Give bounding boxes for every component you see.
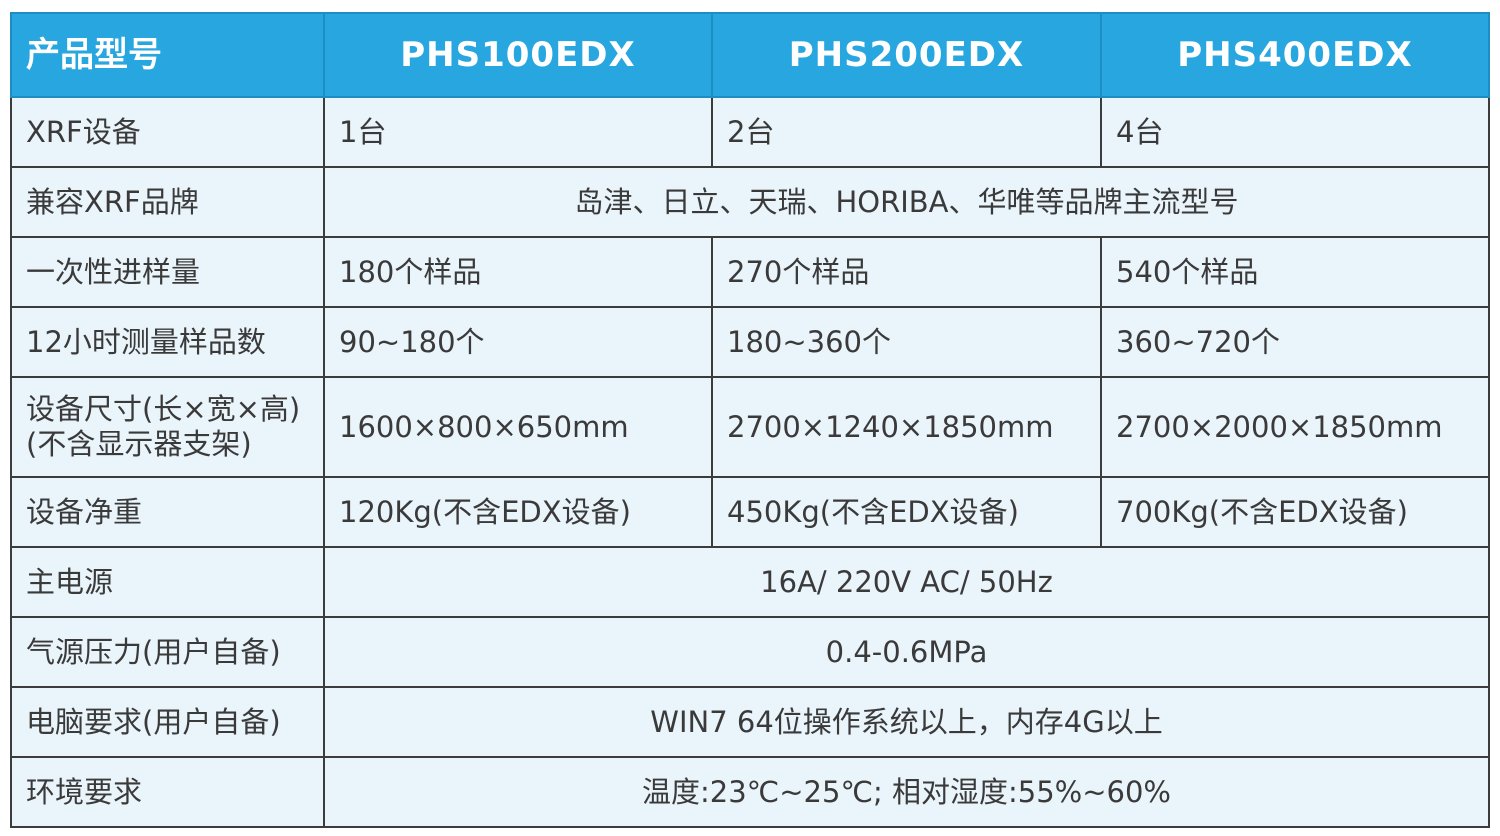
table-row-compatible-brands: 兼容XRF品牌 岛津、日立、天瑞、HORIBA、华唯等品牌主流型号 [10,166,1490,238]
cell-value: 2700×1240×1850mm [711,376,1102,478]
cell-value: 120Kg(不含EDX设备) [323,476,713,548]
row-label-line1: 设备尺寸(长×宽×高) [26,392,301,427]
table-row-batch-capacity: 一次性进样量 180个样品 270个样品 540个样品 [10,236,1490,308]
cell-value: 1600×800×650mm [323,376,713,478]
row-label: 设备尺寸(长×宽×高) (不含显示器支架) [10,376,325,478]
product-spec-table: 产品型号 PHS100EDX PHS200EDX PHS400EDX XRF设备… [10,12,1490,828]
row-label: 一次性进样量 [10,236,325,308]
header-row: 产品型号 PHS100EDX PHS200EDX PHS400EDX [10,12,1490,98]
table-row-environment: 环境要求 温度:23℃~25℃; 相对湿度:55%~60% [10,756,1490,828]
table-row-xrf-devices: XRF设备 1台 2台 4台 [10,96,1490,168]
model-phs200edx: PHS200EDX [711,12,1102,98]
cell-value: 540个样品 [1100,236,1490,308]
row-label: 电脑要求(用户自备) [10,686,325,758]
cell-value: 0.4-0.6MPa [323,616,1490,688]
cell-value: WIN7 64位操作系统以上，内存4G以上 [323,686,1490,758]
cell-value: 180个样品 [323,236,713,308]
row-label: 设备净重 [10,476,325,548]
row-label: 12小时测量样品数 [10,306,325,378]
row-label: 主电源 [10,546,325,618]
model-phs400edx: PHS400EDX [1100,12,1490,98]
cell-value: 2700×2000×1850mm [1100,376,1490,478]
cell-value: 90~180个 [323,306,713,378]
cell-value: 16A/ 220V AC/ 50Hz [323,546,1490,618]
cell-value: 1台 [323,96,713,168]
row-label: 气源压力(用户自备) [10,616,325,688]
model-phs100edx: PHS100EDX [323,12,713,98]
table-row-net-weight: 设备净重 120Kg(不含EDX设备) 450Kg(不含EDX设备) 700Kg… [10,476,1490,548]
cell-value: 700Kg(不含EDX设备) [1100,476,1490,548]
row-label-line2: (不含显示器支架) [26,427,252,461]
table-row-computer: 电脑要求(用户自备) WIN7 64位操作系统以上，内存4G以上 [10,686,1490,758]
row-label: 环境要求 [10,756,325,828]
table-row-samples-12h: 12小时测量样品数 90~180个 180~360个 360~720个 [10,306,1490,378]
table-row-dimensions: 设备尺寸(长×宽×高) (不含显示器支架) 1600×800×650mm 270… [10,376,1490,478]
header-label: 产品型号 [10,12,325,98]
cell-value: 岛津、日立、天瑞、HORIBA、华唯等品牌主流型号 [323,166,1490,238]
cell-value: 180~360个 [711,306,1102,378]
cell-value: 450Kg(不含EDX设备) [711,476,1102,548]
cell-value: 温度:23℃~25℃; 相对湿度:55%~60% [323,756,1490,828]
table-row-power: 主电源 16A/ 220V AC/ 50Hz [10,546,1490,618]
row-label: 兼容XRF品牌 [10,166,325,238]
cell-value: 270个样品 [711,236,1102,308]
cell-value: 4台 [1100,96,1490,168]
table-row-air-pressure: 气源压力(用户自备) 0.4-0.6MPa [10,616,1490,688]
cell-value: 2台 [711,96,1102,168]
cell-value: 360~720个 [1100,306,1490,378]
row-label: XRF设备 [10,96,325,168]
